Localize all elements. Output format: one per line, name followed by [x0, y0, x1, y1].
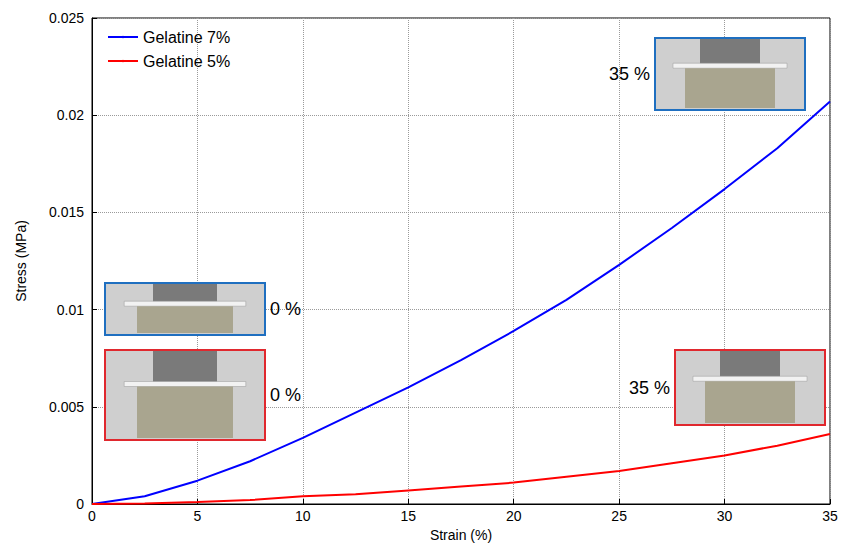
svg-text:0: 0 [88, 508, 96, 524]
svg-text:0 %: 0 % [270, 385, 301, 405]
svg-text:35: 35 [822, 508, 838, 524]
svg-text:0.01: 0.01 [57, 302, 84, 318]
svg-text:Gelatine 5%: Gelatine 5% [143, 53, 230, 70]
svg-text:35 %: 35 % [609, 64, 650, 84]
svg-text:0.02: 0.02 [57, 107, 84, 123]
svg-text:20: 20 [506, 508, 522, 524]
svg-text:0.015: 0.015 [49, 204, 84, 220]
svg-text:30: 30 [717, 508, 733, 524]
svg-text:Strain (%): Strain (%) [430, 527, 492, 543]
svg-text:10: 10 [295, 508, 311, 524]
svg-text:Stress (MPa): Stress (MPa) [13, 220, 29, 302]
svg-text:25: 25 [611, 508, 627, 524]
svg-text:0.025: 0.025 [49, 10, 84, 26]
svg-text:15: 15 [400, 508, 416, 524]
svg-text:5: 5 [194, 508, 202, 524]
svg-text:35 %: 35 % [629, 378, 670, 398]
svg-text:0: 0 [76, 496, 84, 512]
svg-text:0 %: 0 % [270, 299, 301, 319]
svg-text:Gelatine 7%: Gelatine 7% [143, 29, 230, 46]
svg-text:0.005: 0.005 [49, 399, 84, 415]
